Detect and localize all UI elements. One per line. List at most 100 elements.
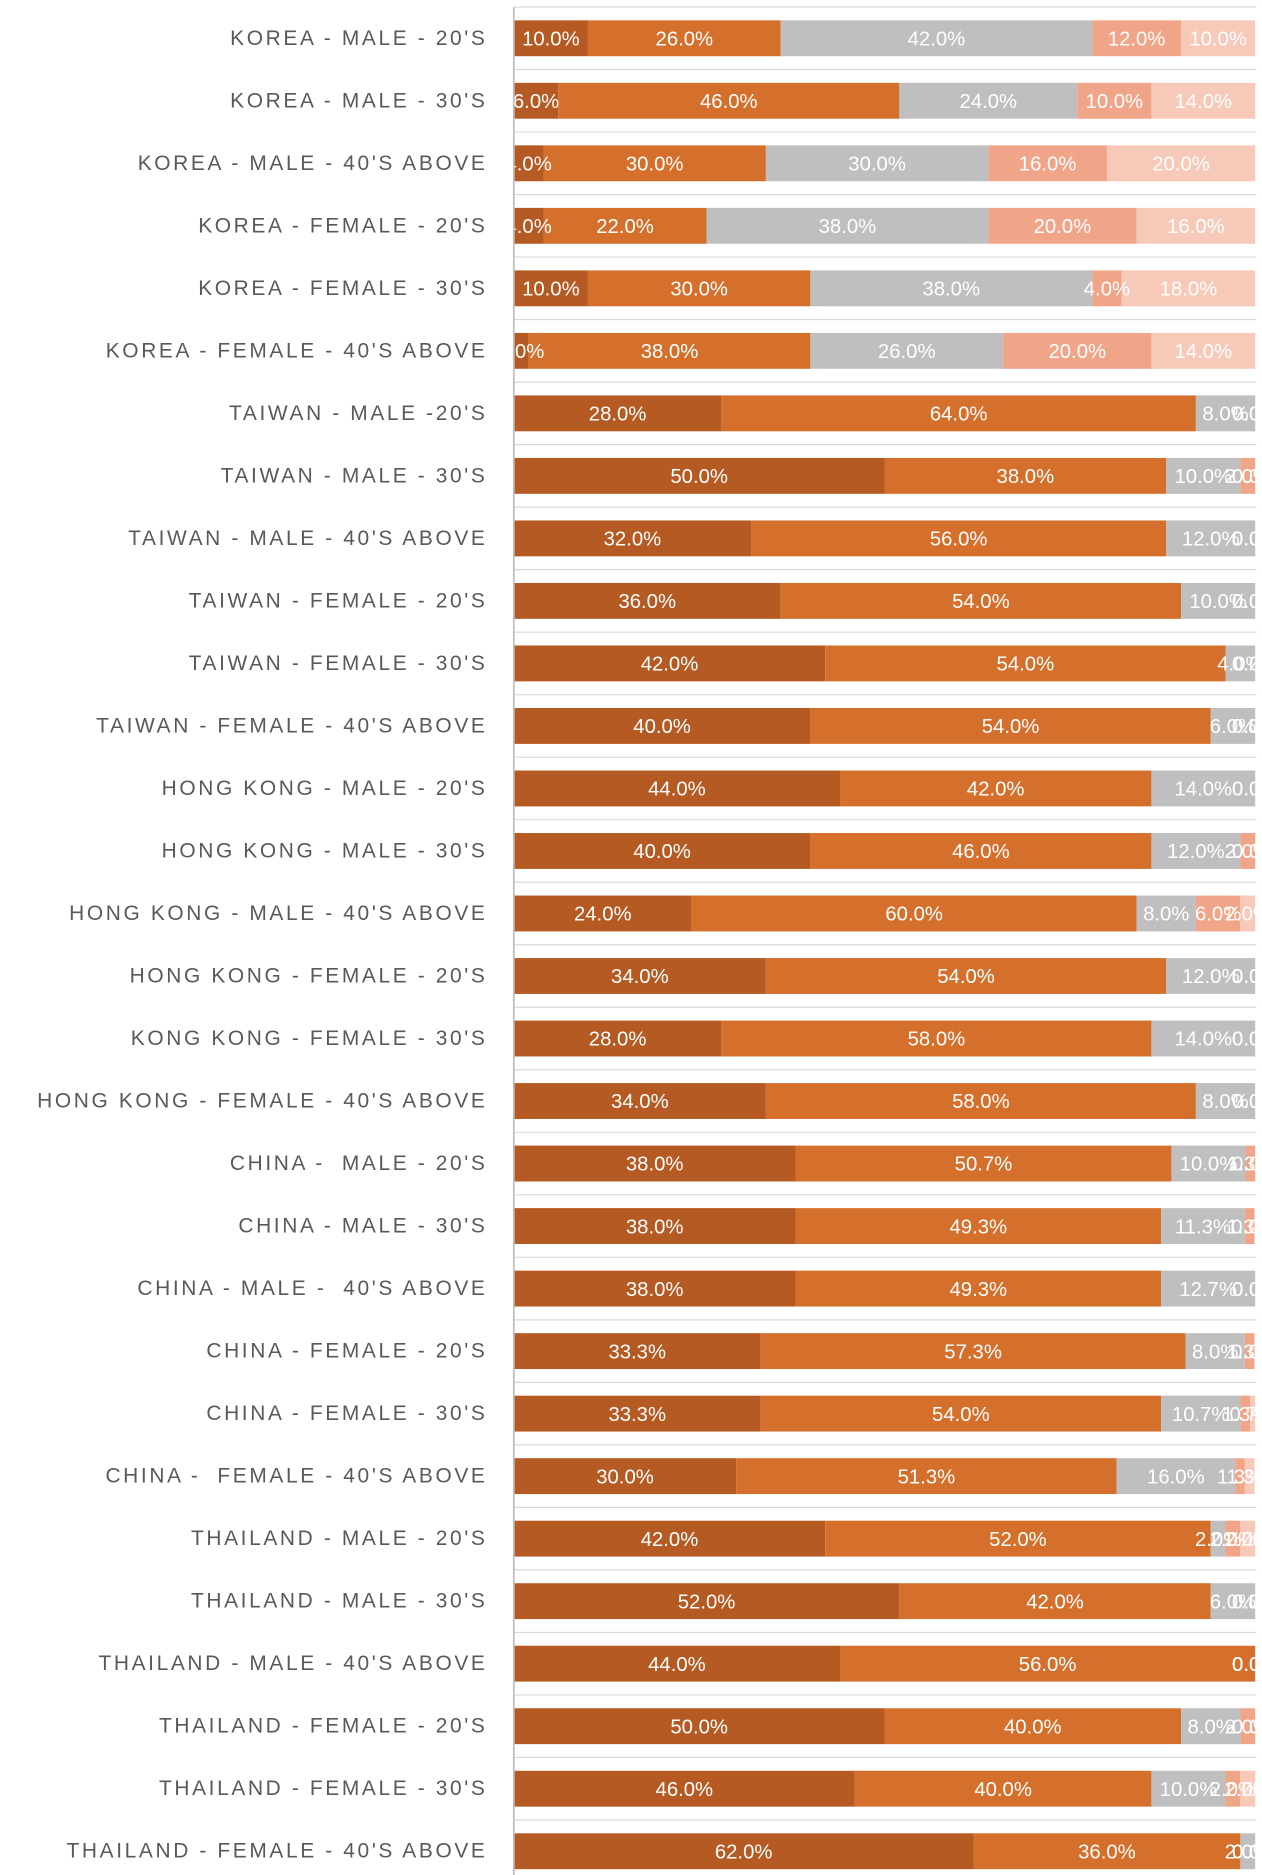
value-label: 0.0% — [1232, 529, 1262, 551]
bar-segment — [765, 958, 1167, 994]
value-label: 26.0% — [878, 341, 936, 363]
value-label: 0.0% — [1232, 1654, 1262, 1676]
value-label: 56.0% — [930, 529, 988, 551]
value-label: 0.0% — [1232, 1091, 1262, 1113]
bar-segment — [513, 582, 781, 619]
category-label: HONG KONG - FEMALE - 40'S ABOVE — [37, 1090, 487, 1113]
category-labels: KOREA - MALE - 20'S KOREA - MALE - 30'S KO… — [37, 27, 488, 1863]
category-label: KOREA - MALE - 30'S — [230, 89, 487, 112]
bar-segment — [513, 1645, 841, 1682]
bar-segment — [1151, 82, 1256, 119]
value-label: 38.0% — [626, 1279, 684, 1301]
category-label: KOREA - FEMALE - 30'S — [198, 277, 487, 300]
value-label: 2.0% — [1225, 1529, 1262, 1551]
category-label: TAIWAN - MALE -20'S — [229, 402, 487, 425]
bar-segment — [513, 145, 544, 182]
value-label: 1.3% — [1227, 1154, 1262, 1176]
value-label: 52.0% — [678, 1591, 736, 1613]
bar-segment — [691, 895, 1137, 932]
value-label: 42.0% — [908, 28, 966, 50]
value-label: 22.0% — [596, 216, 654, 238]
bar-segment — [513, 270, 588, 307]
value-label: 2.0% — [498, 341, 544, 363]
bar-segment — [1181, 1708, 1241, 1745]
bar-segment — [513, 1458, 737, 1495]
bar-segment — [513, 1833, 974, 1870]
value-label: 40.0% — [974, 1779, 1032, 1801]
bar-segment — [513, 895, 692, 932]
value-label: 40.0% — [633, 841, 691, 863]
bar-segment — [854, 1770, 1152, 1807]
category-label: CHINA - MALE - 20'S — [230, 1152, 488, 1175]
value-label: 4.0% — [1217, 654, 1262, 676]
bar-segment — [1151, 833, 1241, 869]
bar-segment — [513, 708, 811, 744]
bar-segment — [1151, 1020, 1256, 1057]
value-label: 0.7% — [1229, 1404, 1262, 1426]
value-label: 14.0% — [1175, 779, 1233, 801]
value-label: 38.0% — [626, 1154, 684, 1176]
bar-segment — [513, 520, 752, 557]
category-label: HONG KONG - MALE - 30'S — [162, 839, 488, 862]
value-label: 10.0% — [1180, 1154, 1238, 1176]
bar-segment — [1240, 1520, 1256, 1557]
value-label: 12.0% — [1167, 841, 1225, 863]
value-label: 0.0% — [1232, 966, 1262, 988]
bar-segment — [1166, 457, 1241, 494]
value-label: 0.0% — [1232, 1654, 1262, 1676]
value-label: 54.0% — [952, 591, 1010, 613]
value-label: 0.0% — [1232, 1654, 1262, 1676]
value-label: 0.0% — [1232, 1841, 1262, 1863]
category-label: TAIWAN - MALE - 40'S ABOVE — [128, 527, 487, 550]
bar-segment — [528, 332, 811, 369]
category-label: KOREA - MALE - 40'S ABOVE — [138, 152, 488, 175]
bar-segment — [513, 958, 766, 994]
value-label: 1.3% — [1226, 1216, 1262, 1238]
value-labels: 10.0% 26.0% 42.0% 12.0% 10.0% 6.0% 46.0% 24.0% 1… — [498, 28, 1262, 1863]
category-label: HONG KONG - MALE - 40'S ABOVE — [69, 902, 487, 925]
bars — [513, 20, 1256, 1870]
category-label: THAILAND - FEMALE - 40'S ABOVE — [67, 1840, 488, 1863]
value-label: 12.7% — [1179, 1279, 1237, 1301]
bar-segment — [760, 1333, 1186, 1370]
bar-segment — [513, 395, 722, 432]
bar-segment — [513, 1395, 761, 1432]
category-label: TAIWAN - FEMALE - 30'S — [189, 652, 488, 675]
category-label: KONG KONG - FEMALE - 30'S — [131, 1027, 488, 1050]
value-label: 33.3% — [608, 1341, 666, 1363]
value-label: 6.0% — [1195, 904, 1241, 926]
bar-segment — [736, 1458, 1117, 1495]
bar-segment — [780, 20, 1093, 57]
value-label: 49.3% — [949, 1216, 1007, 1238]
bar-segment — [1116, 1458, 1236, 1495]
value-label: 10.0% — [1189, 28, 1247, 50]
category-label: KOREA - MALE - 20'S — [230, 27, 487, 50]
bar-segment — [1151, 332, 1256, 369]
bar-segment — [1106, 145, 1256, 182]
value-label: 0.0% — [1232, 1029, 1262, 1051]
bar-segment — [1151, 1770, 1226, 1807]
value-label: 4.0% — [505, 216, 551, 238]
value-label: 18.0% — [1160, 279, 1218, 301]
value-label: 10.0% — [1160, 1779, 1218, 1801]
bar-segment — [1092, 270, 1122, 307]
category-label: CHINA - MALE - 40'S ABOVE — [137, 1277, 487, 1300]
bar-segment — [513, 457, 885, 494]
value-label: 0.0% — [1232, 1029, 1262, 1051]
bar-segment — [1166, 520, 1256, 557]
bar-segment — [1240, 1770, 1256, 1807]
value-label: 46.0% — [656, 1779, 714, 1801]
category-label: TAIWAN - FEMALE - 20'S — [189, 589, 488, 612]
category-label: TAIWAN - MALE - 30'S — [221, 464, 488, 487]
value-label: 32.0% — [604, 529, 662, 551]
value-label: 1.3% — [1226, 1341, 1262, 1363]
category-label: THAILAND - FEMALE - 30'S — [159, 1777, 488, 1800]
value-label: 8.0% — [1202, 404, 1248, 426]
value-label: 38.0% — [922, 279, 980, 301]
bar-segment — [1181, 582, 1256, 619]
value-label: 10.0% — [522, 28, 580, 50]
category-label: CHINA - FEMALE - 20'S — [206, 1340, 487, 1363]
value-label: 0.0% — [1232, 654, 1262, 676]
bar-segment — [1136, 207, 1256, 244]
value-label: 0.0% — [1232, 591, 1262, 613]
